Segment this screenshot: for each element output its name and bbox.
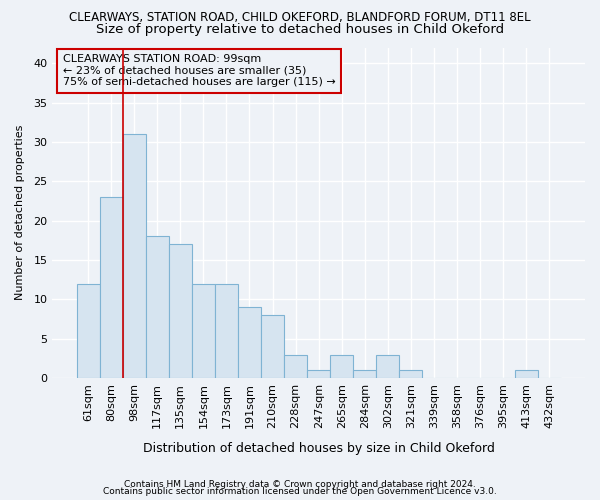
Bar: [192, 284, 215, 378]
Bar: [376, 354, 400, 378]
Bar: [307, 370, 330, 378]
Bar: [400, 370, 422, 378]
Bar: [77, 284, 100, 378]
Bar: [238, 308, 261, 378]
Text: Contains public sector information licensed under the Open Government Licence v3: Contains public sector information licen…: [103, 487, 497, 496]
Bar: [353, 370, 376, 378]
Bar: [515, 370, 538, 378]
Text: CLEARWAYS, STATION ROAD, CHILD OKEFORD, BLANDFORD FORUM, DT11 8EL: CLEARWAYS, STATION ROAD, CHILD OKEFORD, …: [69, 11, 531, 24]
Bar: [330, 354, 353, 378]
Bar: [122, 134, 146, 378]
Text: Size of property relative to detached houses in Child Okeford: Size of property relative to detached ho…: [96, 22, 504, 36]
Bar: [261, 315, 284, 378]
Text: Contains HM Land Registry data © Crown copyright and database right 2024.: Contains HM Land Registry data © Crown c…: [124, 480, 476, 489]
Bar: [100, 197, 122, 378]
Bar: [146, 236, 169, 378]
Text: CLEARWAYS STATION ROAD: 99sqm
← 23% of detached houses are smaller (35)
75% of s: CLEARWAYS STATION ROAD: 99sqm ← 23% of d…: [63, 54, 336, 88]
X-axis label: Distribution of detached houses by size in Child Okeford: Distribution of detached houses by size …: [143, 442, 494, 455]
Y-axis label: Number of detached properties: Number of detached properties: [15, 125, 25, 300]
Bar: [215, 284, 238, 378]
Bar: [169, 244, 192, 378]
Bar: [284, 354, 307, 378]
